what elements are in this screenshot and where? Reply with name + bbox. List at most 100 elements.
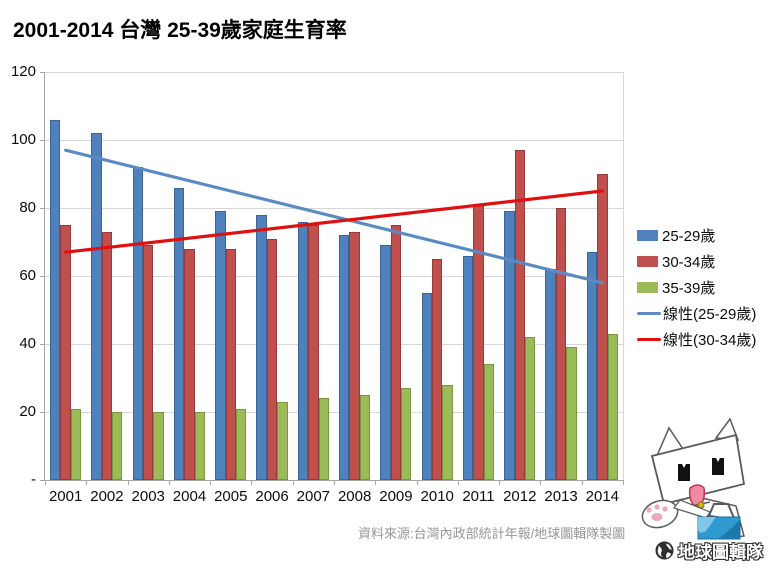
legend-item: 30-34歲 bbox=[637, 248, 756, 274]
x-tick bbox=[127, 480, 129, 485]
legend-label: 25-29歲 bbox=[662, 227, 716, 245]
x-axis-label: 2009 bbox=[379, 488, 413, 505]
bar-25-29歲 bbox=[339, 235, 350, 480]
bar-25-29歲 bbox=[586, 252, 598, 480]
x-tick bbox=[251, 480, 253, 485]
bar-30-34歲 bbox=[266, 238, 278, 480]
x-tick bbox=[45, 480, 46, 485]
bar-25-29歲 bbox=[462, 255, 474, 480]
x-tick bbox=[623, 480, 624, 485]
bar-30-34歲 bbox=[101, 231, 113, 480]
bag-highlight bbox=[698, 517, 716, 533]
bar-35-39歲 bbox=[318, 398, 329, 480]
gridline bbox=[45, 139, 623, 141]
gridline bbox=[45, 411, 623, 413]
x-axis-label: 2008 bbox=[337, 488, 372, 505]
bar-25-29歲 bbox=[545, 269, 556, 480]
bar-25-29歲 bbox=[380, 245, 391, 480]
x-tick bbox=[210, 480, 212, 485]
y-axis bbox=[44, 72, 45, 480]
bar-35-39歲 bbox=[483, 364, 495, 480]
legend-item: 25-29歲 bbox=[637, 222, 756, 248]
legend-swatch bbox=[637, 311, 661, 315]
cat-head bbox=[650, 433, 746, 506]
legend-swatch bbox=[637, 229, 658, 241]
x-axis-label: 2011 bbox=[462, 488, 495, 505]
bag-shade bbox=[718, 519, 740, 539]
x-tick bbox=[375, 480, 377, 485]
gridline bbox=[45, 343, 623, 345]
y-axis-label: 100 bbox=[10, 131, 36, 148]
bar-30-34歲 bbox=[597, 174, 608, 480]
bar-25-29歲 bbox=[504, 211, 515, 480]
x-axis-label: 2003 bbox=[131, 488, 165, 505]
cat-eye-left bbox=[678, 464, 690, 481]
x-tick bbox=[581, 480, 583, 485]
bar-35-39歲 bbox=[401, 388, 412, 480]
legend-label: 30-34歲 bbox=[662, 253, 716, 271]
legend-swatch bbox=[637, 281, 658, 293]
legend-label: 線性(30-34歲) bbox=[663, 331, 757, 349]
x-axis-label: 2007 bbox=[296, 488, 331, 505]
bar-35-39歲 bbox=[359, 395, 371, 480]
bar-25-29歲 bbox=[256, 214, 267, 480]
legend-item: 線性(30-34歲) bbox=[637, 326, 756, 352]
logo-text: 地球圖輯隊 bbox=[678, 543, 763, 562]
y-axis-label: 40 bbox=[19, 335, 36, 352]
bar-30-34歲 bbox=[473, 204, 484, 480]
bar-25-29歲 bbox=[132, 167, 143, 480]
y-tick bbox=[40, 71, 45, 73]
gridline bbox=[45, 71, 623, 73]
y-tick bbox=[40, 411, 45, 413]
y-tick bbox=[40, 139, 45, 141]
y-axis-label: 20 bbox=[19, 403, 36, 420]
legend-swatch bbox=[637, 337, 661, 341]
x-axis-label: 2010 bbox=[420, 488, 454, 505]
x-axis-label: 2005 bbox=[214, 488, 248, 505]
bar-30-34歲 bbox=[349, 231, 360, 480]
y-axis-label: - bbox=[31, 471, 36, 488]
mascot-cat bbox=[641, 418, 746, 540]
x-axis-label: 2004 bbox=[172, 488, 207, 505]
bar-35-39歲 bbox=[524, 337, 536, 480]
bar-25-29歲 bbox=[173, 187, 185, 480]
bar-25-29歲 bbox=[215, 211, 226, 480]
bar-25-29歲 bbox=[91, 133, 102, 480]
globe-icon bbox=[655, 541, 674, 560]
bar-30-34歲 bbox=[60, 225, 71, 480]
y-tick bbox=[40, 343, 45, 345]
bar-35-39歲 bbox=[70, 408, 82, 480]
plot-right-border bbox=[623, 72, 624, 480]
x-tick bbox=[540, 480, 542, 485]
bar-30-34歲 bbox=[431, 259, 443, 480]
y-axis-label: 80 bbox=[19, 199, 36, 216]
x-tick bbox=[457, 480, 459, 485]
legend-label: 35-39歲 bbox=[662, 279, 716, 297]
x-axis-label: 2002 bbox=[90, 488, 124, 505]
bar-30-34歲 bbox=[142, 245, 154, 480]
bar-35-39歲 bbox=[194, 412, 206, 480]
bar-35-39歲 bbox=[442, 384, 453, 480]
bar-30-34歲 bbox=[555, 208, 567, 480]
bar-35-39歲 bbox=[235, 408, 247, 480]
x-axis bbox=[40, 480, 623, 481]
bar-35-39歲 bbox=[607, 333, 618, 480]
x-tick bbox=[334, 480, 335, 485]
cat-eye-right bbox=[712, 458, 724, 475]
chart-title: 2001-2014 台灣 25-39歲家庭生育率 bbox=[13, 19, 347, 42]
x-tick bbox=[416, 480, 418, 485]
bar-30-34歲 bbox=[514, 150, 525, 480]
x-axis-label: 2013 bbox=[544, 488, 578, 505]
bar-30-34歲 bbox=[225, 248, 236, 480]
legend-swatch bbox=[637, 255, 658, 267]
legend-label: 線性(25-29歲) bbox=[663, 305, 757, 323]
brand-logo: 地球圖輯隊 bbox=[655, 538, 763, 563]
chart-legend: 25-29歲 30-34歲 35-39歲線性(25-29歲) 線性(30-34歲) bbox=[637, 222, 756, 352]
bar-30-34歲 bbox=[308, 225, 319, 480]
bar-35-39歲 bbox=[566, 347, 577, 480]
bar-35-39歲 bbox=[153, 412, 164, 480]
x-axis-label: 2012 bbox=[503, 488, 537, 505]
x-tick bbox=[499, 480, 501, 485]
y-tick bbox=[40, 207, 45, 209]
x-axis-label: 2014 bbox=[585, 488, 620, 505]
